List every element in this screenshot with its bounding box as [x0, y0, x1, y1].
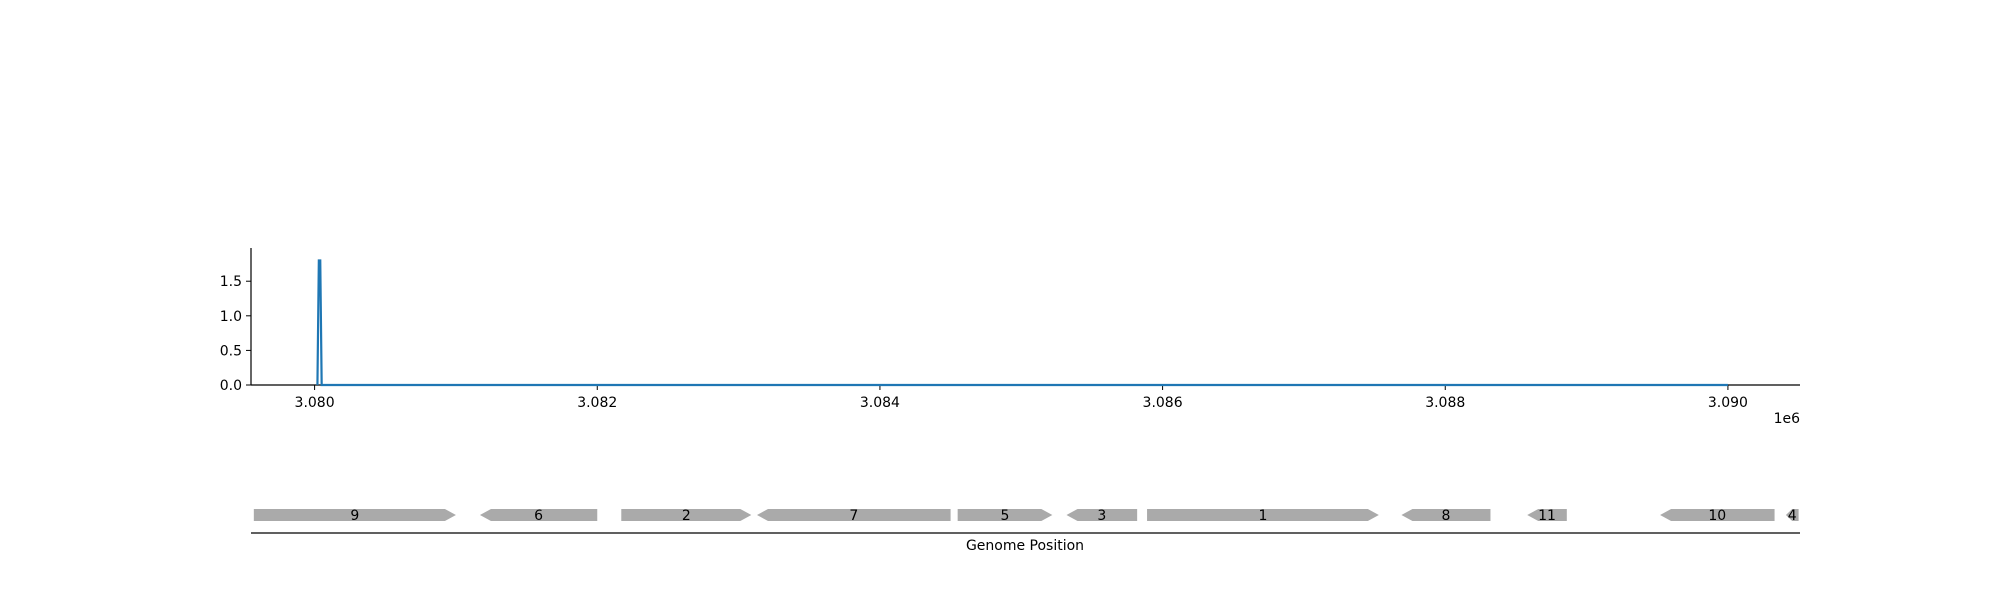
gene-arrow	[1401, 509, 1491, 521]
gene-arrow	[479, 509, 598, 521]
gene-label: 9	[350, 508, 359, 524]
x-tick-label: 3.088	[1425, 395, 1465, 411]
gene-label: 5	[1001, 508, 1010, 524]
x-tick-label: 3.086	[1143, 395, 1183, 411]
y-ticks: 0.0 0.5 1.0 1.5	[220, 274, 251, 394]
gene-label: 2	[682, 508, 691, 524]
gene-arrow	[1066, 509, 1138, 521]
signal-line-chart: 0.00.51.01.5 3.080 3.082 3.084 3.086 3.088 3.…	[220, 248, 1800, 427]
gene-label: 8	[1441, 508, 1450, 524]
gene-label: 11	[1538, 508, 1556, 524]
gene-arrow	[957, 509, 1053, 521]
y-tick-label: 1.0	[220, 309, 242, 325]
gene-track: 9 6 2 7 5 3 1 8 11 10 4 Genome Position	[251, 508, 1800, 554]
series-lines	[316, 259, 1728, 387]
gene-arrow	[1147, 509, 1379, 521]
y-tick-label: 0.0	[220, 378, 242, 394]
gene-label: 4	[1788, 508, 1797, 524]
x-ticks: 3.080 3.082 3.084 3.086 3.088 3.090	[295, 385, 1748, 411]
x-offset-label: 1e6	[1774, 411, 1801, 427]
gene-label: 3	[1097, 508, 1106, 524]
gene-arrow	[621, 509, 752, 521]
x-tick-label: 3.082	[577, 395, 617, 411]
gene-label: 1	[1258, 508, 1267, 524]
gene-arrow	[1785, 509, 1799, 521]
gene-arrow	[756, 509, 951, 521]
gene-arrow	[253, 509, 456, 521]
gene-arrow	[1527, 509, 1567, 521]
y-tick-label: 0.5	[220, 343, 242, 359]
gene-label: 6	[534, 508, 543, 524]
y-tick-label: 1.5	[220, 274, 242, 290]
gene-label: 10	[1708, 508, 1726, 524]
gene-label: 7	[849, 508, 858, 524]
gene-arrow	[1660, 509, 1775, 521]
gene-arrows: 9 6 2 7 5 3 1 8 11 10 4	[253, 508, 1799, 524]
x-tick-label: 3.080	[295, 395, 335, 411]
series-line	[316, 259, 1728, 387]
x-tick-label: 3.090	[1708, 395, 1748, 411]
x-tick-label: 3.084	[860, 395, 900, 411]
x-axis-label: Genome Position	[966, 538, 1084, 554]
